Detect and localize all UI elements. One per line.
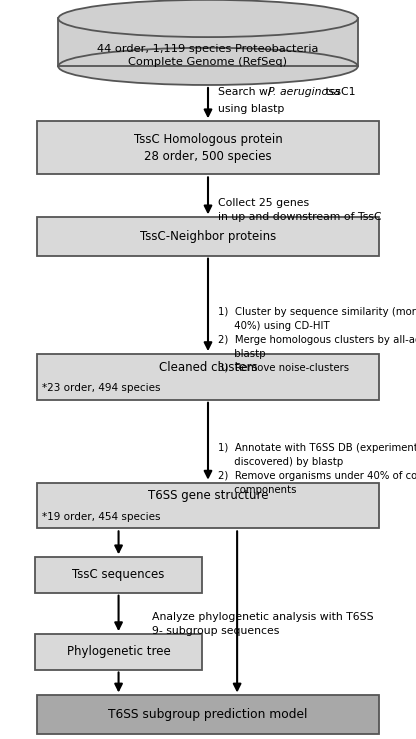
FancyBboxPatch shape <box>37 483 379 528</box>
Text: *23 order, 494 species: *23 order, 494 species <box>42 383 161 393</box>
Text: P. aeruginosa: P. aeruginosa <box>268 87 341 98</box>
Text: Collect 25 genes
in up and downstream of TssC: Collect 25 genes in up and downstream of… <box>218 198 382 222</box>
Text: Cleaned clusters: Cleaned clusters <box>158 361 258 374</box>
Text: 1)  Annotate with T6SS DB (experimentally
     discovered) by blastp
2)  Remove : 1) Annotate with T6SS DB (experimentally… <box>218 443 416 495</box>
Text: tssC1: tssC1 <box>322 87 356 98</box>
FancyBboxPatch shape <box>37 121 379 174</box>
Ellipse shape <box>58 0 358 37</box>
Text: *19 order, 454 species: *19 order, 454 species <box>42 511 161 522</box>
Polygon shape <box>58 18 358 67</box>
Text: 1)  Cluster by sequence similarity (more than
     40%) using CD-HIT
2)  Merge h: 1) Cluster by sequence similarity (more … <box>218 307 416 372</box>
Text: T6SS gene structure: T6SS gene structure <box>148 489 268 503</box>
Text: using blastp: using blastp <box>218 104 285 115</box>
Ellipse shape <box>58 48 358 85</box>
Text: T6SS subgroup prediction model: T6SS subgroup prediction model <box>108 708 308 721</box>
FancyBboxPatch shape <box>35 557 202 593</box>
FancyBboxPatch shape <box>37 354 379 400</box>
Text: TssC-Neighbor proteins: TssC-Neighbor proteins <box>140 230 276 243</box>
FancyBboxPatch shape <box>37 217 379 256</box>
Text: 44 order, 1,119 species Proteobacteria
Complete Genome (RefSeq): 44 order, 1,119 species Proteobacteria C… <box>97 44 319 67</box>
Text: TssC Homologous protein
28 order, 500 species: TssC Homologous protein 28 order, 500 sp… <box>134 133 282 163</box>
FancyBboxPatch shape <box>35 634 202 670</box>
Text: Analyze phylogenetic analysis with T6SS
9- subgroup sequences: Analyze phylogenetic analysis with T6SS … <box>152 612 374 636</box>
Text: Phylogenetic tree: Phylogenetic tree <box>67 645 171 658</box>
Text: Search w/: Search w/ <box>218 87 275 98</box>
Text: TssC sequences: TssC sequences <box>72 568 165 582</box>
FancyBboxPatch shape <box>37 695 379 734</box>
